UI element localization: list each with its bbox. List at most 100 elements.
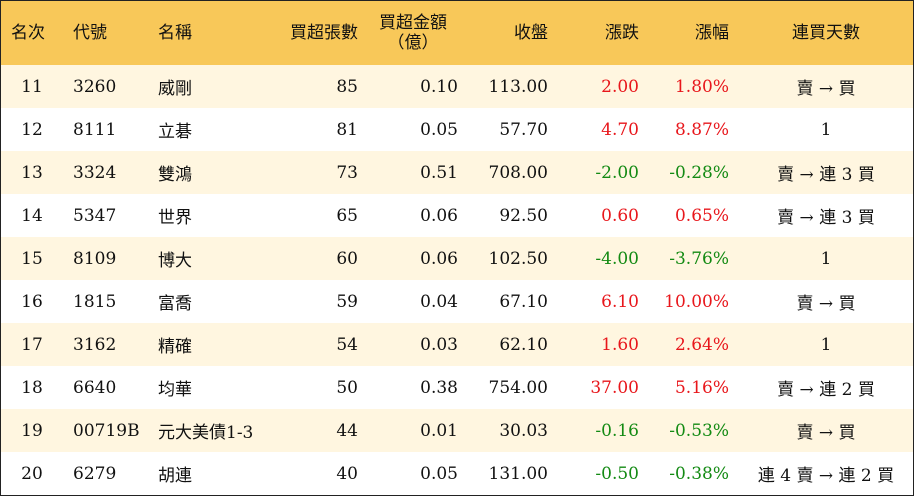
cell-close: 131.00 <box>488 463 548 484</box>
cell-net-lots: 85 <box>336 76 358 97</box>
cell-code: 00719B <box>73 420 140 441</box>
cell-close: 708.00 <box>488 162 548 183</box>
cell-change: -4.00 <box>595 248 639 269</box>
cell-net-amount: 0.06 <box>420 248 458 269</box>
cell-change: 37.00 <box>590 377 639 398</box>
cell-change-pct: 2.64% <box>674 334 729 355</box>
table-row: 12 8111 立碁 81 0.05 57.70 4.70 8.87% 1 <box>1 108 913 151</box>
cell-consec-days: 賣 → 買 <box>796 294 856 314</box>
cell-change-pct: -3.76% <box>669 248 729 269</box>
cell-net-amount: 0.04 <box>420 291 458 312</box>
cell-consec-days: 賣 → 買 <box>796 423 856 443</box>
table-header: 名次 代號 名稱 買超張數 買超金額 （億） 收盤 漲跌 漲幅 連買天數 <box>1 1 913 65</box>
cell-net-lots: 65 <box>336 205 358 226</box>
cell-name: 精確 <box>158 337 192 357</box>
cell-close: 57.70 <box>499 119 548 140</box>
cell-change-pct: -0.53% <box>669 420 729 441</box>
cell-consec-days: 連 4 賣 → 連 2 買 <box>757 466 895 486</box>
cell-code: 3324 <box>73 162 117 183</box>
cell-change: 2.00 <box>601 76 639 97</box>
cell-code: 6279 <box>73 463 117 484</box>
cell-close: 113.00 <box>488 76 548 97</box>
cell-rank: 14 <box>21 205 43 226</box>
cell-close: 102.50 <box>488 248 548 269</box>
cell-net-amount: 0.51 <box>420 162 458 183</box>
header-change-pct: 漲幅 <box>695 23 729 43</box>
header-close: 收盤 <box>514 23 548 43</box>
header-rank: 名次 <box>11 23 45 43</box>
cell-change: 4.70 <box>601 119 639 140</box>
cell-net-amount: 0.10 <box>420 76 458 97</box>
cell-code: 3260 <box>73 76 117 97</box>
header-net-amount: 買超金額 （億） <box>368 1 468 65</box>
cell-consec-days: 1 <box>820 119 832 140</box>
cell-net-lots: 81 <box>336 119 358 140</box>
cell-close: 67.10 <box>499 291 548 312</box>
cell-name: 富喬 <box>158 294 192 314</box>
cell-net-amount: 0.01 <box>420 420 458 441</box>
cell-net-lots: 73 <box>336 162 358 183</box>
cell-net-lots: 40 <box>336 463 358 484</box>
header-name: 名稱 <box>158 23 192 43</box>
cell-rank: 12 <box>21 119 43 140</box>
cell-rank: 17 <box>21 334 43 355</box>
header-net-amount-line1: 買超金額 <box>379 13 447 33</box>
cell-net-amount: 0.05 <box>420 119 458 140</box>
table-row: 11 3260 威剛 85 0.10 113.00 2.00 1.80% 賣 → 買 <box>1 65 913 108</box>
table-body: 11 3260 威剛 85 0.10 113.00 2.00 1.80% 賣 → 買 12 8111… <box>1 65 913 495</box>
cell-name: 世界 <box>158 208 192 228</box>
cell-net-amount: 0.05 <box>420 463 458 484</box>
table-row: 15 8109 博大 60 0.06 102.50 -4.00 -3.76% 1 <box>1 237 913 280</box>
cell-close: 30.03 <box>499 420 548 441</box>
table-row: 17 3162 精確 54 0.03 62.10 1.60 2.64% 1 <box>1 323 913 366</box>
header-net-amount-line2: （億） <box>387 33 439 53</box>
cell-name: 胡連 <box>158 466 192 486</box>
cell-name: 雙鴻 <box>158 165 192 185</box>
table-row: 20 6279 胡連 40 0.05 131.00 -0.50 -0.38% 連 4 賣 → 連… <box>1 452 913 495</box>
cell-consec-days: 1 <box>820 334 832 355</box>
cell-code: 3162 <box>73 334 117 355</box>
cell-consec-days: 賣 → 連 2 買 <box>777 380 875 400</box>
cell-net-amount: 0.06 <box>420 205 458 226</box>
cell-rank: 13 <box>21 162 43 183</box>
cell-change-pct: 8.87% <box>674 119 729 140</box>
table-row: 16 1815 富喬 59 0.04 67.10 6.10 10.00% 賣 → 買 <box>1 280 913 323</box>
cell-net-lots: 60 <box>336 248 358 269</box>
cell-change: -0.16 <box>595 420 639 441</box>
cell-change: 6.10 <box>601 291 639 312</box>
header-consec-days: 連買天數 <box>792 23 860 43</box>
cell-close: 92.50 <box>499 205 548 226</box>
cell-consec-days: 賣 → 連 3 買 <box>777 165 875 185</box>
cell-net-lots: 59 <box>336 291 358 312</box>
cell-net-lots: 50 <box>336 377 358 398</box>
cell-net-lots: 44 <box>336 420 358 441</box>
cell-code: 6640 <box>73 377 117 398</box>
table-row: 14 5347 世界 65 0.06 92.50 0.60 0.65% 賣 → 連 3 買 <box>1 194 913 237</box>
cell-code: 8111 <box>73 119 117 140</box>
cell-change-pct: -0.38% <box>669 463 729 484</box>
cell-rank: 11 <box>21 76 43 97</box>
header-change: 漲跌 <box>605 23 639 43</box>
cell-change: 0.60 <box>601 205 639 226</box>
header-code: 代號 <box>73 23 107 43</box>
header-row: 名次 代號 名稱 買超張數 買超金額 （億） 收盤 漲跌 漲幅 連買天數 <box>1 1 913 65</box>
cell-code: 8109 <box>73 248 117 269</box>
cell-rank: 20 <box>21 463 43 484</box>
cell-name: 元大美債1-3 <box>158 423 254 443</box>
cell-name: 立碁 <box>158 122 192 142</box>
table-row: 13 3324 雙鴻 73 0.51 708.00 -2.00 -0.28% 賣 → 連 3 買 <box>1 151 913 194</box>
cell-code: 5347 <box>73 205 117 226</box>
cell-close: 62.10 <box>499 334 548 355</box>
cell-code: 1815 <box>73 291 117 312</box>
cell-rank: 16 <box>21 291 43 312</box>
cell-close: 754.00 <box>488 377 548 398</box>
cell-consec-days: 賣 → 買 <box>796 79 856 99</box>
cell-rank: 15 <box>21 248 43 269</box>
header-net-lots: 買超張數 <box>290 23 358 43</box>
cell-change: 1.60 <box>601 334 639 355</box>
cell-change-pct: 5.16% <box>674 377 729 398</box>
cell-net-amount: 0.03 <box>420 334 458 355</box>
cell-change: -2.00 <box>595 162 639 183</box>
